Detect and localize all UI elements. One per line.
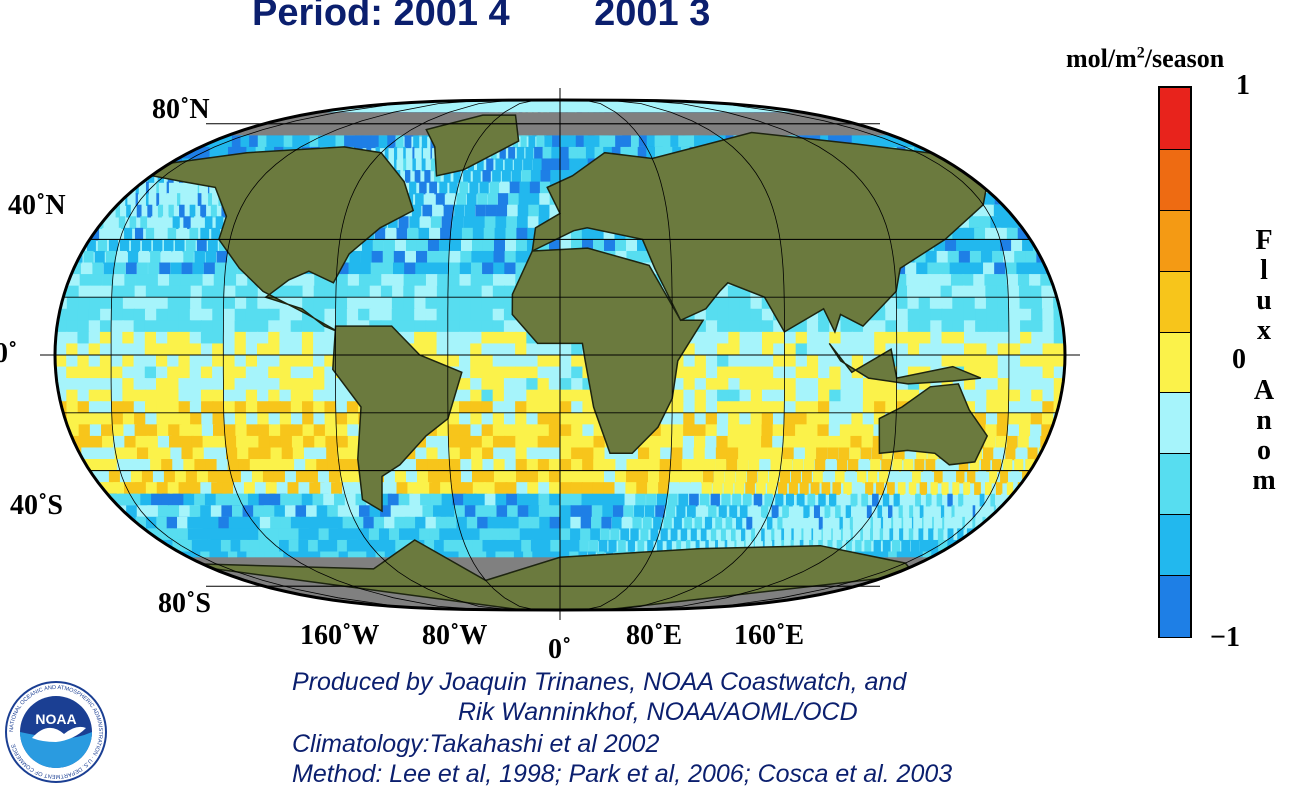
lon-label-0: 0˚	[548, 634, 572, 665]
colorbar-variable-letter: F	[1255, 225, 1273, 256]
lat-label-40s: 40˚S	[10, 490, 63, 521]
noaa-logo: NOAA NATIONAL OCEANIC AND ATMOSPHERIC AD…	[5, 681, 107, 783]
axis-ticks	[40, 88, 1080, 620]
colorbar-variable-letter: u	[1256, 285, 1272, 316]
lon-label-80w: 80˚W	[422, 620, 488, 651]
lat-label-40n: 40˚N	[8, 190, 66, 221]
lon-label-80e: 80˚E	[626, 620, 682, 651]
colorbar-variable-letter: n	[1256, 405, 1272, 436]
colorbar-mid-label: 0	[1232, 344, 1246, 375]
credit-line-2: Rik Wanninkhof, NOAA/AOML/OCD	[458, 698, 858, 726]
continent	[171, 539, 917, 610]
period-label: Period: 2001 4	[252, 0, 510, 34]
reference-period-label: 2001 3	[594, 0, 711, 34]
colorbar-min-label: −1	[1210, 622, 1240, 653]
lon-label-160e: 160˚E	[734, 620, 804, 651]
colorbar	[1158, 86, 1192, 638]
colorbar-segment	[1160, 392, 1190, 455]
credit-method: Method: Lee et al, 1998; Park et al, 200…	[292, 760, 953, 788]
colorbar-variable-letter: m	[1252, 465, 1276, 496]
colorbar-segment	[1160, 148, 1190, 212]
continent	[425, 114, 520, 177]
colorbar-max-label: 1	[1236, 70, 1250, 101]
map-title: Period: 2001 4 2001 3	[252, 0, 710, 35]
colorbar-variable-letter: l	[1260, 255, 1268, 286]
lat-label-equator: 0˚	[0, 338, 18, 369]
colorbar-variable-letter: A	[1253, 375, 1275, 406]
continent	[878, 383, 989, 466]
colorbar-variable-letter: o	[1257, 435, 1271, 466]
lat-label-80n: 80˚N	[152, 94, 210, 125]
lat-label-80s: 80˚S	[158, 588, 211, 619]
colorbar-segment	[1160, 453, 1190, 516]
colorbar-segment	[1160, 88, 1190, 150]
colorbar-segment	[1160, 209, 1190, 273]
colorbar-segment	[1160, 575, 1190, 638]
continent	[828, 342, 982, 385]
noaa-logo-text: NOAA	[35, 711, 76, 727]
colorbar-segment	[1160, 270, 1190, 334]
colorbar-units: mol/m2/season	[1066, 44, 1225, 73]
credit-line-1: Produced by Joaquin Trinanes, NOAA Coast…	[292, 668, 907, 696]
colorbar-segment	[1160, 514, 1190, 577]
lon-label-160w: 160˚W	[300, 620, 380, 651]
colorbar-variable-letter	[1244, 346, 1284, 376]
credit-climatology: Climatology:Takahashi et al 2002	[292, 730, 660, 758]
colorbar-segment	[1160, 331, 1190, 394]
colorbar-variable-letter: x	[1257, 315, 1271, 346]
